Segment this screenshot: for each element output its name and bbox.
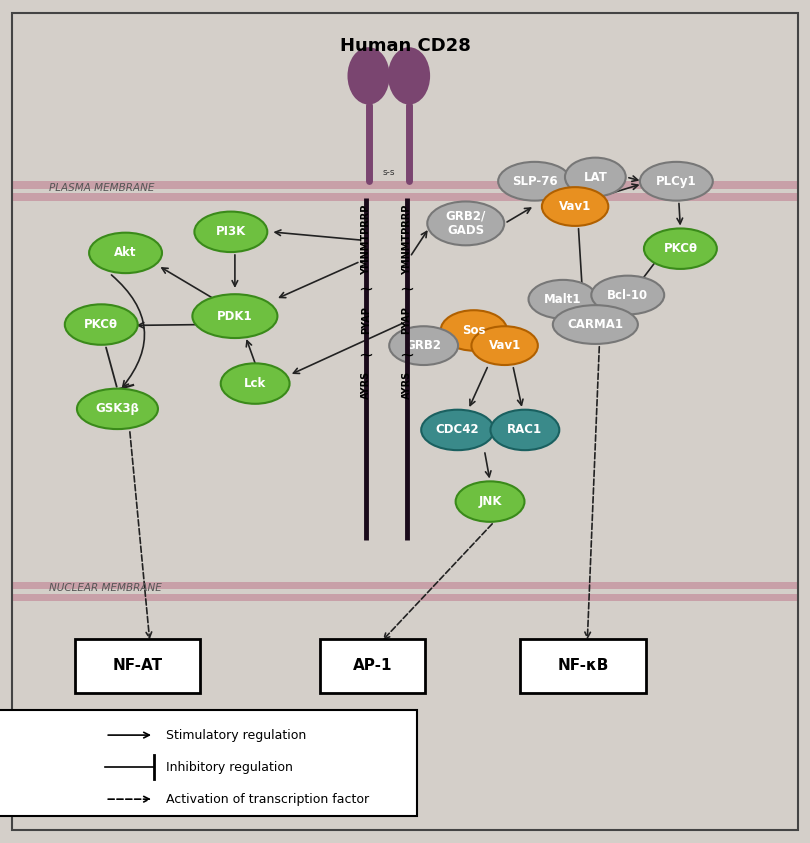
Ellipse shape — [490, 410, 559, 450]
Ellipse shape — [77, 389, 158, 429]
FancyBboxPatch shape — [75, 639, 201, 693]
Text: ~: ~ — [399, 346, 414, 365]
Ellipse shape — [192, 294, 277, 338]
Text: ~: ~ — [399, 280, 414, 298]
Text: AYRS: AYRS — [361, 371, 371, 400]
Ellipse shape — [427, 201, 504, 245]
Text: PLASMA MEMBRANE: PLASMA MEMBRANE — [49, 183, 154, 193]
Bar — [12, 193, 798, 201]
Text: Human CD28: Human CD28 — [339, 37, 471, 56]
Text: AYRS: AYRS — [402, 371, 411, 400]
Text: Vav1: Vav1 — [488, 339, 521, 352]
FancyBboxPatch shape — [320, 639, 425, 693]
Ellipse shape — [455, 481, 525, 522]
FancyBboxPatch shape — [520, 639, 646, 693]
Ellipse shape — [441, 310, 507, 351]
Text: YMNMTPRRP: YMNMTPRRP — [361, 205, 371, 276]
Text: PYAP: PYAP — [402, 306, 411, 335]
Text: PYAP: PYAP — [361, 306, 371, 335]
Text: s-s: s-s — [382, 169, 395, 177]
Ellipse shape — [388, 47, 430, 105]
FancyBboxPatch shape — [0, 710, 417, 816]
Text: PKCθ: PKCθ — [663, 242, 697, 255]
Text: JNK: JNK — [478, 495, 502, 508]
Text: RAC1: RAC1 — [507, 423, 543, 437]
Ellipse shape — [389, 326, 458, 365]
Ellipse shape — [565, 158, 625, 196]
Text: ~: ~ — [359, 346, 373, 365]
Text: PDK1: PDK1 — [217, 309, 253, 323]
Text: ~: ~ — [359, 280, 373, 298]
Text: Malt1: Malt1 — [544, 293, 582, 306]
Text: Sos: Sos — [462, 324, 486, 337]
Text: Akt: Akt — [114, 246, 137, 260]
Ellipse shape — [65, 304, 138, 345]
Text: PKCθ: PKCθ — [84, 318, 118, 331]
Ellipse shape — [542, 187, 608, 226]
Text: Activation of transcription factor: Activation of transcription factor — [166, 792, 369, 806]
Text: GRB2/
GADS: GRB2/ GADS — [446, 209, 486, 238]
Text: PLCy1: PLCy1 — [656, 175, 697, 188]
Text: GRB2: GRB2 — [406, 339, 441, 352]
Ellipse shape — [89, 233, 162, 273]
Text: CARMA1: CARMA1 — [567, 318, 624, 331]
Text: GSK3β: GSK3β — [96, 402, 139, 416]
Text: Inhibitory regulation: Inhibitory regulation — [166, 760, 293, 774]
Text: Stimulatory regulation: Stimulatory regulation — [166, 728, 306, 742]
Ellipse shape — [640, 162, 713, 201]
Bar — [12, 582, 798, 589]
Text: NUCLEAR MEMBRANE: NUCLEAR MEMBRANE — [49, 583, 161, 593]
Ellipse shape — [528, 280, 597, 319]
Ellipse shape — [591, 276, 664, 314]
Text: YMNMTPRRP: YMNMTPRRP — [402, 205, 411, 276]
Text: PI3K: PI3K — [215, 225, 246, 239]
Bar — [12, 593, 798, 601]
Ellipse shape — [220, 363, 290, 404]
Ellipse shape — [471, 326, 538, 365]
Ellipse shape — [552, 305, 638, 344]
Text: LAT: LAT — [583, 170, 608, 184]
Text: SLP-76: SLP-76 — [512, 175, 557, 188]
Text: Vav1: Vav1 — [559, 200, 591, 213]
Text: Lck: Lck — [244, 377, 266, 390]
Ellipse shape — [347, 47, 390, 105]
Text: NF-AT: NF-AT — [113, 658, 163, 674]
Ellipse shape — [421, 410, 494, 450]
Text: AP-1: AP-1 — [353, 658, 392, 674]
Ellipse shape — [498, 162, 571, 201]
Ellipse shape — [644, 228, 717, 269]
Text: Bcl-10: Bcl-10 — [608, 288, 648, 302]
Text: CDC42: CDC42 — [436, 423, 480, 437]
Text: NF-κB: NF-κB — [557, 658, 609, 674]
Bar — [12, 181, 798, 189]
Ellipse shape — [194, 212, 267, 252]
